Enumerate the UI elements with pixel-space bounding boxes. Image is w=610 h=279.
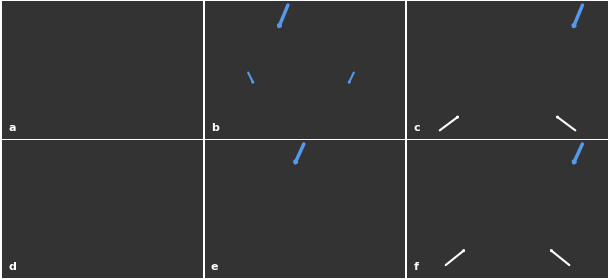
Text: c: c [414, 123, 420, 133]
Text: e: e [211, 262, 218, 272]
Text: a: a [9, 123, 16, 133]
Text: d: d [9, 262, 16, 272]
Text: b: b [211, 123, 219, 133]
Text: f: f [414, 262, 418, 272]
